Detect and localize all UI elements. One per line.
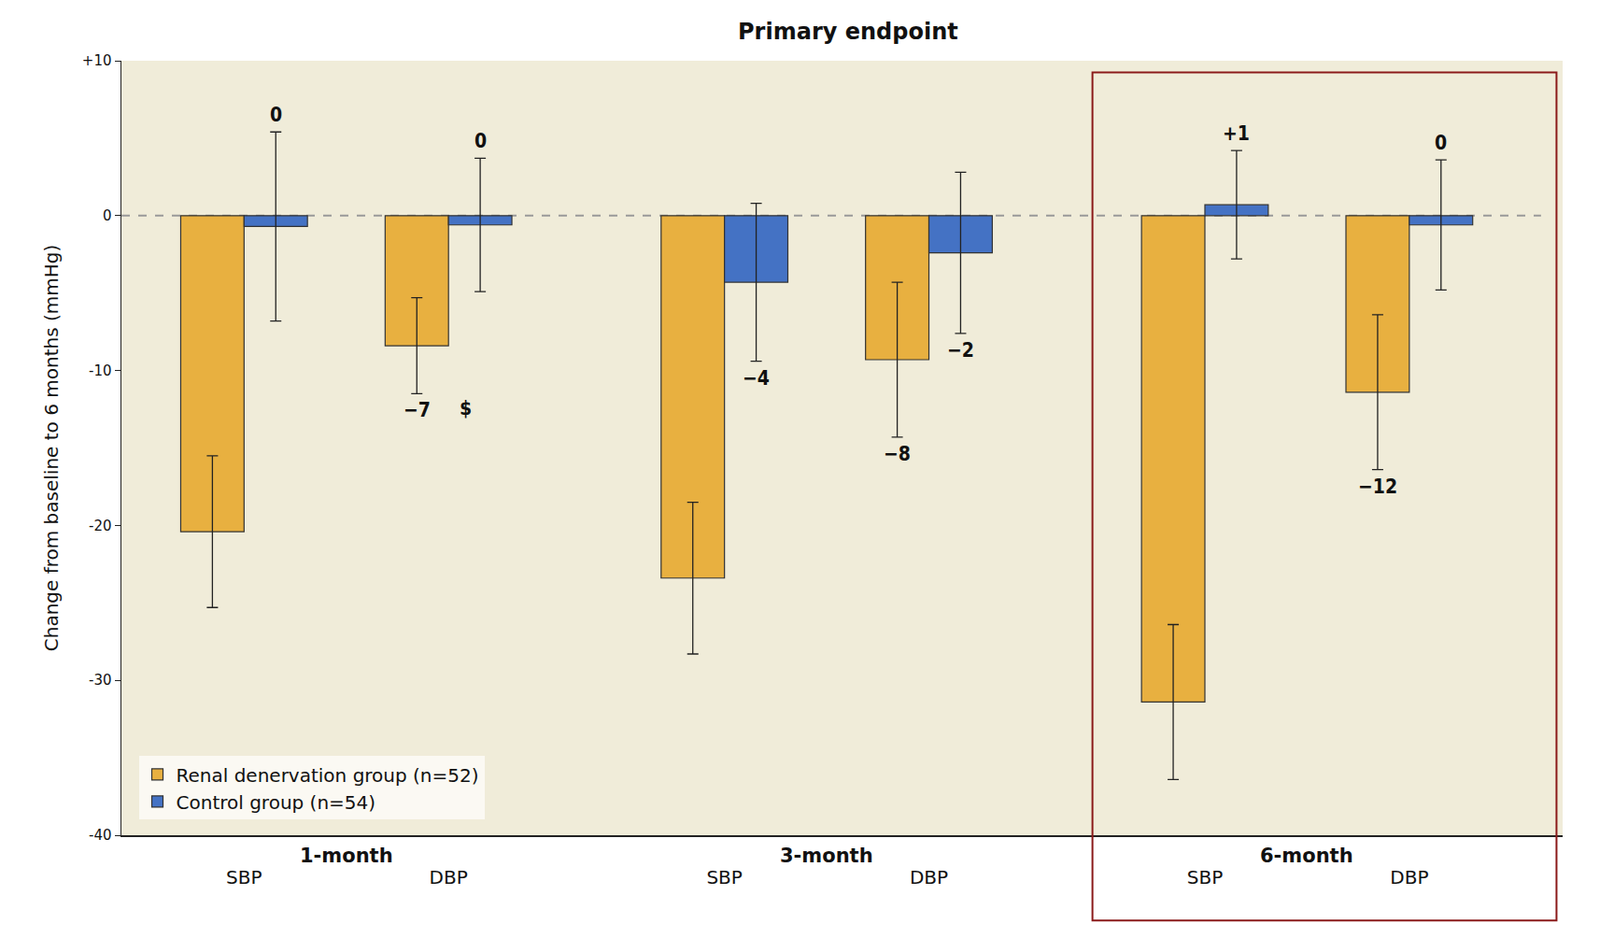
svg-text:−7: −7 bbox=[403, 398, 431, 422]
svg-text:DBP: DBP bbox=[1389, 865, 1429, 889]
svg-text:SBP: SBP bbox=[1187, 865, 1223, 889]
svg-text:SBP: SBP bbox=[706, 865, 742, 889]
svg-text:DBP: DBP bbox=[429, 865, 468, 889]
svg-text:Renal denervation group (n=52): Renal denervation group (n=52) bbox=[176, 764, 480, 787]
svg-text:−12: −12 bbox=[1358, 475, 1398, 498]
svg-text:-40: -40 bbox=[88, 826, 113, 844]
svg-text:−8: −8 bbox=[883, 442, 911, 466]
svg-text:+1: +1 bbox=[1222, 122, 1250, 145]
svg-text:Primary endpoint: Primary endpoint bbox=[737, 18, 959, 45]
svg-text:-20: -20 bbox=[88, 517, 113, 535]
svg-text:0: 0 bbox=[102, 207, 113, 225]
svg-text:0: 0 bbox=[269, 103, 283, 127]
svg-text:0: 0 bbox=[1434, 131, 1447, 155]
svg-text:Change from baseline to 6 mont: Change from baseline to 6 months (mmHg) bbox=[40, 244, 63, 652]
svg-text:−2: −2 bbox=[947, 339, 975, 362]
svg-text:Control group (n=54): Control group (n=54) bbox=[176, 791, 377, 814]
svg-text:+10: +10 bbox=[82, 52, 113, 70]
svg-text:$: $ bbox=[459, 396, 472, 420]
svg-text:3-month: 3-month bbox=[779, 844, 874, 867]
svg-text:-30: -30 bbox=[88, 671, 113, 689]
svg-text:6-month: 6-month bbox=[1260, 844, 1354, 867]
svg-text:0: 0 bbox=[474, 129, 487, 153]
svg-text:-10: -10 bbox=[88, 362, 113, 380]
svg-text:1-month: 1-month bbox=[299, 844, 394, 867]
svg-text:SBP: SBP bbox=[226, 865, 262, 889]
svg-text:−4: −4 bbox=[742, 367, 770, 390]
svg-text:DBP: DBP bbox=[909, 865, 949, 889]
